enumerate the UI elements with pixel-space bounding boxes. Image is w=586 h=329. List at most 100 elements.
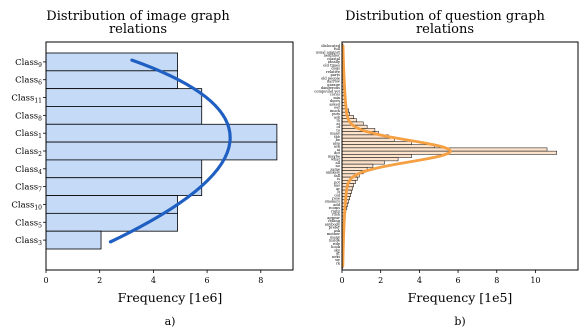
right-category-label: ask — [334, 229, 341, 233]
right-bar — [341, 137, 395, 142]
left-bar — [45, 70, 178, 90]
left-bar — [45, 230, 102, 250]
right-category-label: rooms — [329, 206, 340, 210]
right-category-label: asked — [329, 102, 340, 106]
right-category-label: inside — [329, 239, 340, 243]
right-category-label: coastal — [327, 57, 341, 61]
right-xtick-label: 6 — [456, 276, 461, 285]
left-xtick-label: 4 — [151, 276, 156, 285]
left-bar — [45, 141, 278, 161]
left-title-line2: relations — [109, 22, 167, 37]
right-category-label: garage — [327, 83, 340, 87]
right-category-label: eat — [334, 106, 340, 110]
right-category-label: ideally — [328, 60, 341, 64]
right-xtick-label: 2 — [378, 276, 383, 285]
left-bar — [45, 106, 203, 125]
left-xlabel: Frequency [1e6] — [118, 290, 223, 305]
right-category-label: old — [334, 193, 340, 197]
right-category-label: add — [333, 203, 340, 207]
right-category-label: appear — [327, 216, 340, 220]
right-bar — [341, 144, 436, 149]
right-title-line2: relations — [416, 22, 474, 37]
right-category-label: not — [334, 180, 340, 184]
left-fit-curve — [108, 58, 232, 244]
left-chart: Distribution of image graph relations Cl… — [11, 9, 294, 328]
right-bar — [341, 154, 412, 158]
right-category-label: prefer — [329, 226, 341, 230]
right-category-label: next — [332, 255, 340, 259]
right-category-label: to — [336, 128, 340, 132]
left-xtick-label: 0 — [43, 276, 48, 285]
right-category-label: dangerous — [321, 86, 340, 90]
left-category-label: Class6 — [15, 76, 42, 87]
right-bar — [341, 160, 385, 165]
right-category-label: ai — [337, 148, 341, 152]
right-bar — [341, 141, 412, 145]
right-category-label: right — [331, 209, 340, 213]
right-category-label: is — [337, 177, 340, 181]
right-chart: Distribution of question graph relations… — [314, 9, 579, 328]
right-category-label: all — [336, 161, 341, 165]
right-category-label: old times — [323, 63, 340, 67]
left-bar — [45, 159, 203, 179]
right-category-label: rk — [336, 261, 341, 265]
left-category-label: Class3 — [15, 236, 42, 247]
left-category-label: Class8 — [15, 111, 42, 122]
left-category-label: Class7 — [15, 183, 42, 194]
right-category-label: dot — [334, 151, 340, 155]
right-bars — [341, 43, 557, 269]
right-xtick-label: 4 — [417, 276, 422, 285]
left-xtick-label: 8 — [258, 276, 263, 285]
right-category-label: ceiling — [328, 219, 341, 223]
right-category-label: rush — [332, 213, 341, 217]
right-category-label: unlikely — [326, 171, 341, 175]
right-category-label: ask — [334, 115, 341, 119]
right-category-label: gr — [336, 252, 340, 256]
left-title-line1: Distribution of image graph — [46, 9, 230, 24]
left-category-label: Class9 — [15, 58, 42, 69]
right-xtick-label: 0 — [339, 276, 344, 285]
right-xtick-label: 8 — [494, 276, 499, 285]
right-bar — [341, 157, 399, 162]
right-category-label: be — [336, 138, 340, 142]
right-category-label: same — [330, 167, 340, 171]
right-category-label: no — [336, 164, 340, 168]
right-bar — [341, 167, 368, 171]
right-category-label: many — [330, 235, 341, 239]
right-axes-frame — [341, 41, 579, 271]
right-panel-label: b) — [454, 315, 465, 328]
right-fit-curve — [341, 44, 452, 268]
right-category-label: ask — [334, 145, 341, 149]
right-bar — [341, 163, 374, 168]
left-axes-frame — [45, 41, 294, 271]
left-yticks: Class9 Class6 Class11 Class8 Class1 Class2 Cla… — [11, 58, 46, 247]
left-bar — [45, 177, 203, 196]
right-category-label: usual against — [316, 50, 341, 54]
left-xtick-label: 6 — [205, 276, 210, 285]
right-category-label: fall — [334, 174, 341, 178]
right-category-label: cocos — [330, 93, 340, 97]
right-category-label: at — [336, 122, 340, 126]
left-category-label: Class11 — [11, 94, 42, 105]
right-category-label: parts — [331, 73, 341, 77]
right-category-label: dogs — [331, 67, 340, 71]
right-category-label: sw — [335, 258, 341, 262]
right-category-label: ar — [336, 187, 340, 191]
left-category-label: Class10 — [11, 200, 42, 211]
right-xlabel: Frequency [1e5] — [408, 290, 513, 305]
right-category-label: hook — [331, 245, 341, 249]
right-category-label: old people — [321, 76, 340, 80]
right-category-label: the — [334, 135, 340, 139]
left-bar — [45, 195, 178, 214]
right-category-label: narrow — [327, 80, 341, 84]
right-category-label: mother — [327, 232, 340, 236]
left-panel-label: a) — [165, 315, 176, 328]
right-category-label: has — [334, 184, 340, 188]
right-category-label: doors — [330, 99, 340, 103]
right-category-label: much — [330, 109, 341, 113]
left-xtick-label: 2 — [97, 276, 102, 285]
left-bars — [45, 52, 278, 250]
left-category-label: Class1 — [15, 129, 42, 140]
